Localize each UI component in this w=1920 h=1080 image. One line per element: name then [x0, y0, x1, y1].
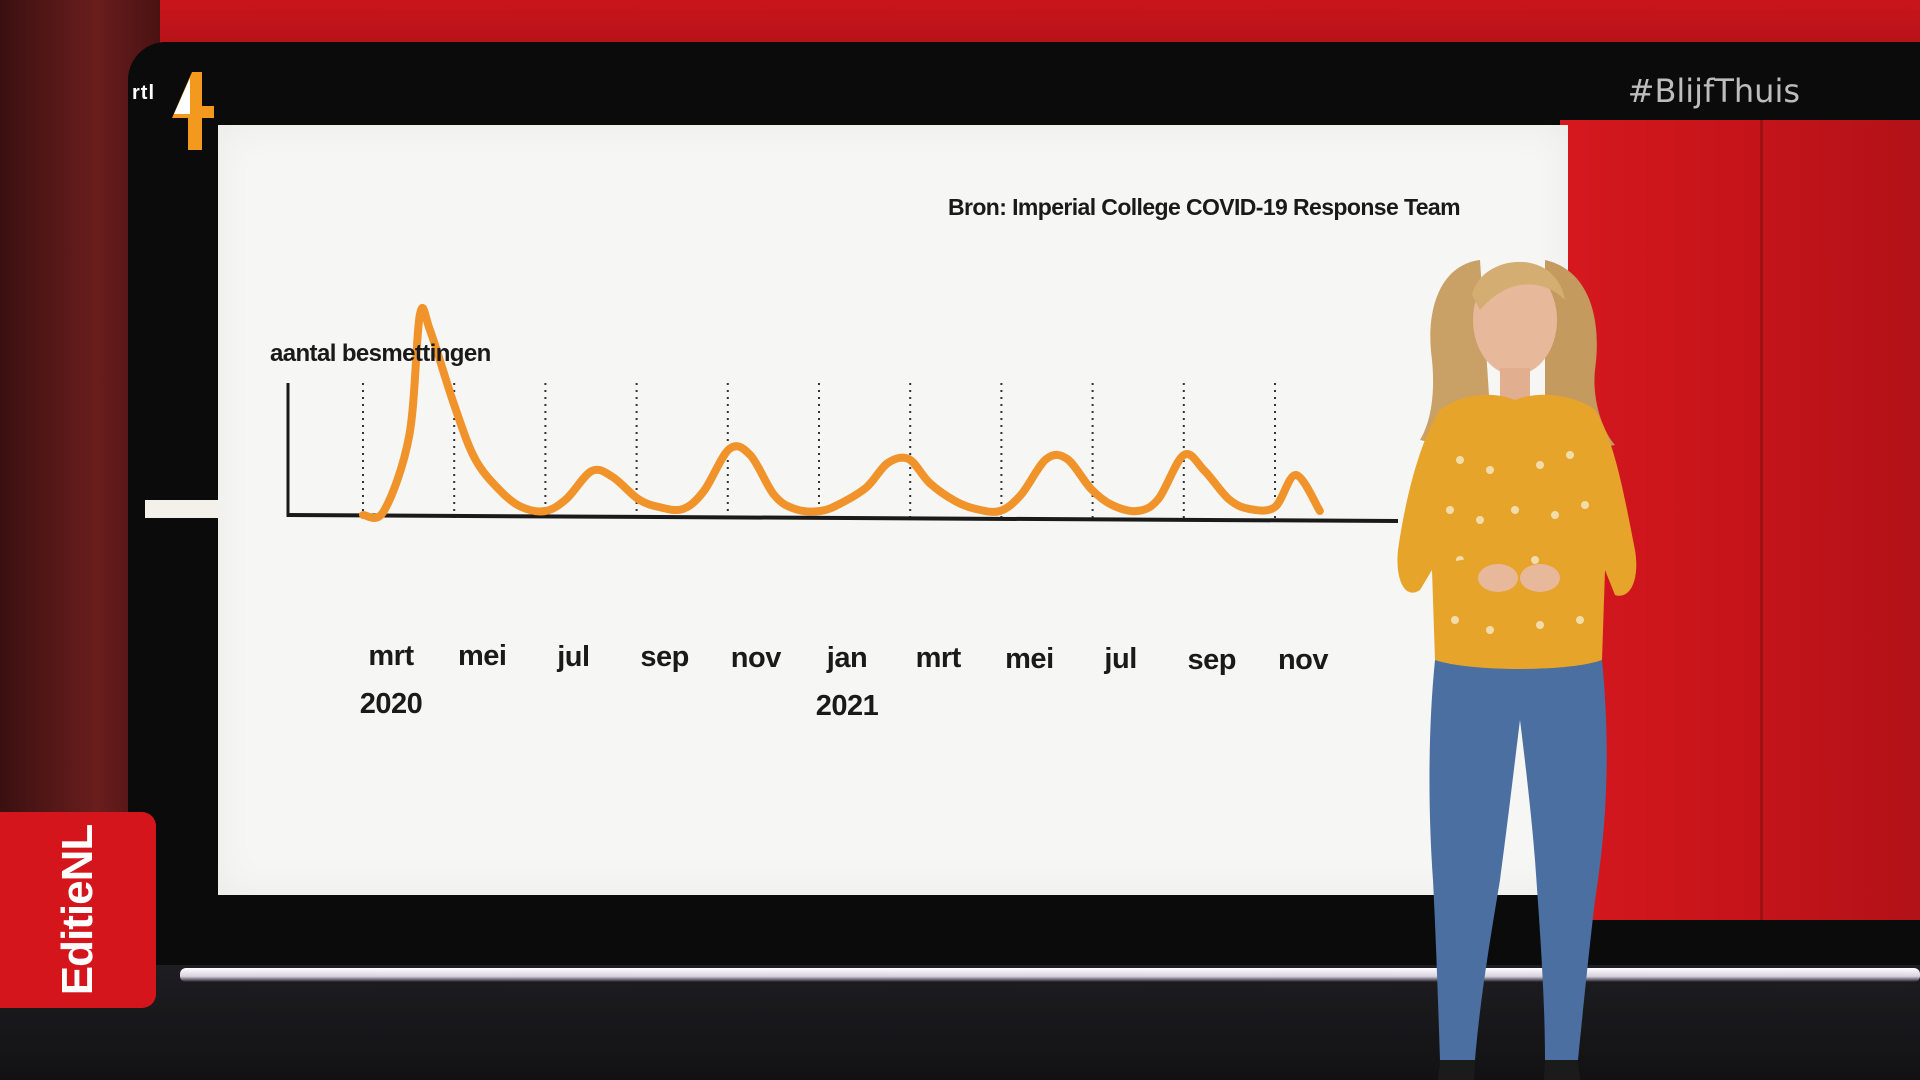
year-label: 2021 [815, 690, 879, 722]
studio-light-strip [145, 500, 220, 518]
chart-screen [218, 125, 1568, 895]
x-tick-label: mrt [915, 642, 962, 675]
x-tick-label: nov [1277, 644, 1329, 676]
wall-seam [1760, 120, 1763, 920]
chart [286, 304, 1399, 523]
presenter [1397, 260, 1637, 1080]
studio-floor [0, 965, 1920, 1080]
x-axis [287, 513, 1399, 523]
x-tick-label: sep [1187, 643, 1237, 676]
channel-four-icon: 4 [172, 72, 214, 150]
x-tick-label: jan [826, 642, 868, 674]
year-label: 2020 [359, 688, 423, 720]
x-tick-label: sep [640, 641, 689, 674]
series-line [359, 304, 1324, 522]
hashtag: #BlijfThuis [1627, 72, 1800, 110]
gridlines [362, 383, 1276, 518]
x-tick-label: jul [1104, 643, 1137, 676]
y-axis-label: aantal besmettingen [270, 340, 491, 367]
x-tick-label: nov [730, 641, 782, 674]
x-tick-label: mei [1005, 642, 1054, 675]
program-logo: EditieNL [0, 812, 156, 1008]
x-tick-label: mrt [368, 640, 414, 672]
channel-logo-text: rtl [132, 82, 155, 104]
channel-logo: rtl 4 [130, 68, 226, 158]
x-tick-label: jul [557, 640, 590, 673]
chart-source: Bron: Imperial College COVID-19 Response… [948, 194, 1461, 220]
x-tick-label: mei [457, 640, 507, 673]
program-logo-text: EditieNL [53, 824, 102, 996]
